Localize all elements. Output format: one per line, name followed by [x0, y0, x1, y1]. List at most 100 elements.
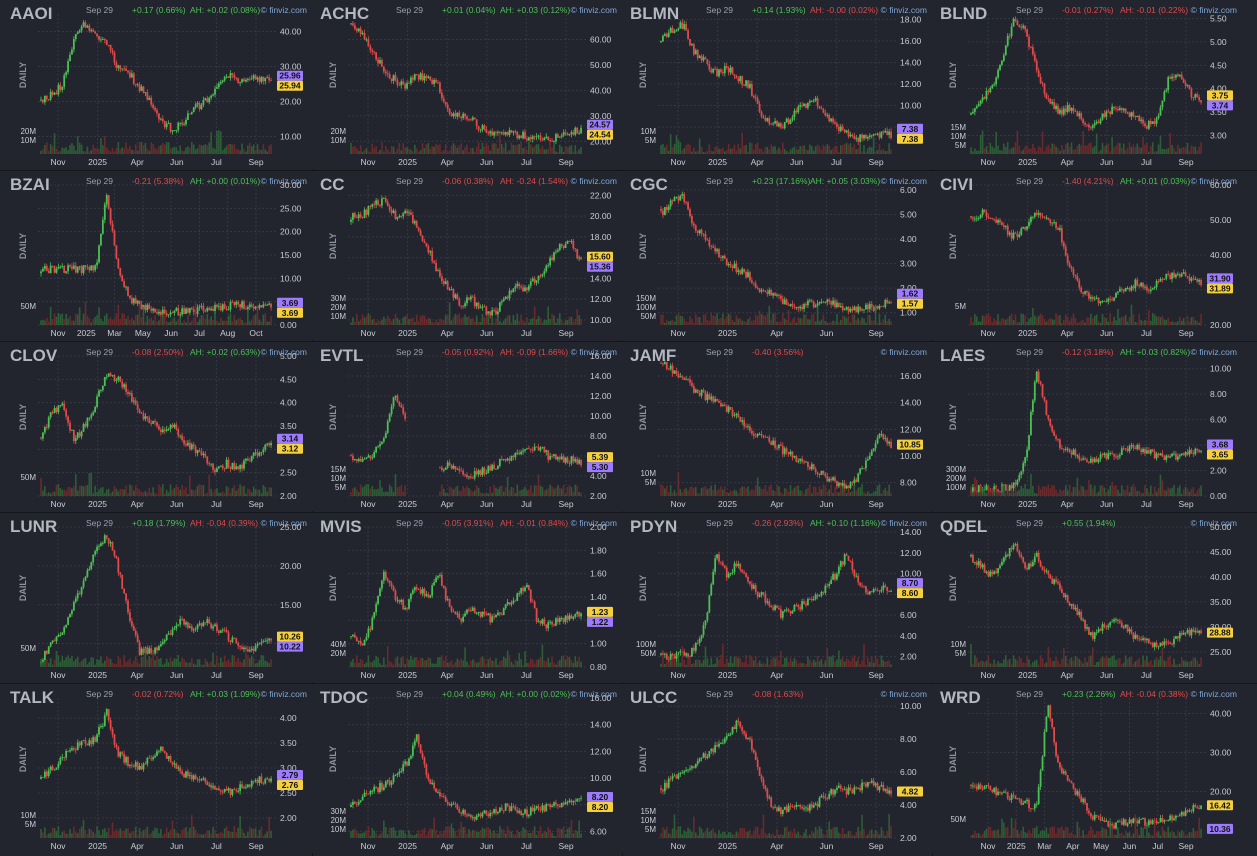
volume-bar — [733, 144, 736, 154]
volume-bar — [861, 151, 863, 154]
quote-date: Sep 29 — [1016, 176, 1043, 186]
volume-bar — [578, 491, 580, 496]
candle-body — [498, 302, 501, 312]
volume-bar — [666, 485, 668, 496]
volume-bar — [361, 314, 364, 325]
volume-bar — [460, 490, 462, 496]
chart-panel-lunr[interactable]: 25.0020.0015.0010.00Nov2025AprJunJulSep5… — [4, 513, 313, 682]
volume-bar — [214, 314, 216, 325]
ticker-symbol: BLMN — [630, 4, 679, 23]
volume-bar — [1113, 485, 1115, 496]
candle-body — [1113, 106, 1115, 109]
volume-bar — [884, 488, 887, 496]
volume-bar — [158, 658, 160, 667]
finviz-watermark: © finviz.com — [261, 176, 307, 186]
volume-bar — [1140, 320, 1142, 325]
candle-body — [749, 426, 751, 431]
candle-body — [1138, 285, 1141, 287]
candle-body — [115, 245, 118, 259]
candle-body — [888, 441, 891, 444]
volume-bar — [1070, 492, 1073, 496]
volume-bar — [1113, 316, 1115, 325]
candle-body — [779, 295, 782, 299]
volume-bar — [491, 315, 493, 325]
candle-body — [248, 304, 251, 308]
candle-body — [1045, 93, 1048, 99]
candle-body — [454, 294, 457, 298]
candle-body — [1051, 101, 1054, 104]
volume-bar — [185, 662, 187, 667]
volume-bar — [76, 656, 79, 667]
volume-bar — [421, 143, 424, 154]
y-tick-label: 22.00 — [590, 190, 612, 200]
volume-bar — [999, 150, 1001, 154]
candle-body — [107, 45, 110, 46]
volume-bar — [812, 486, 815, 496]
volume-bar — [148, 655, 151, 667]
candle-body — [105, 535, 108, 539]
volume-bar — [458, 491, 461, 496]
candle-body — [67, 416, 69, 423]
candle-body — [667, 32, 670, 37]
chart-panel-civi[interactable]: 60.0050.0040.0030.0020.00Nov2025AprJunJu… — [934, 171, 1243, 340]
candle-body — [716, 249, 718, 252]
chart-panel-aaoi[interactable]: 40.00 30.00 20.00 10.00 Nov 2025 Apr Jun Jul Sep 2… — [4, 0, 313, 169]
volume-bar — [225, 320, 228, 325]
volume-bar — [386, 491, 389, 496]
candle-body — [1064, 108, 1067, 112]
candle-body — [400, 216, 403, 217]
candle-body — [1076, 111, 1079, 117]
volume-bar — [495, 487, 497, 496]
volume-bar — [392, 319, 395, 325]
volume-bar — [1150, 146, 1152, 154]
chart-panel-laes[interactable]: 10.008.006.004.002.000.00Nov2025AprJunJu… — [934, 342, 1243, 511]
volume-bar — [1130, 486, 1133, 496]
volume-bar — [814, 146, 817, 154]
chart-panel-jamf[interactable]: 16.00 14.00 12.00 10.00 8.00 Nov 2025 Apr Jun Sep… — [624, 342, 933, 511]
candle-body — [566, 457, 569, 463]
candle-body — [853, 479, 856, 483]
chart-panel-cgc[interactable]: 6.00 5.00 4.00 3.00 2.00 1.00 Nov 2025 Apr Jun Sep… — [624, 171, 933, 340]
candle-body — [845, 485, 848, 489]
candle-body — [72, 429, 75, 442]
candle-body — [233, 302, 236, 305]
chart-panel-cc[interactable]: 22.0020.0018.0016.0014.0012.0010.00Nov20… — [314, 171, 623, 340]
volume-bar — [493, 143, 495, 154]
price-change: -0.01 (0.27%) — [1062, 5, 1114, 15]
volume-bar — [888, 143, 890, 154]
volume-bar — [1173, 148, 1175, 154]
candle-body — [1192, 97, 1195, 99]
candle-body — [539, 275, 542, 277]
candle-body — [778, 123, 780, 127]
volume-bar — [233, 314, 236, 325]
volume-bar — [1024, 315, 1026, 325]
volume-bar — [260, 493, 263, 496]
x-tick-label: Jun — [480, 157, 494, 167]
volume-bar — [415, 148, 418, 154]
chart-panel-blmn[interactable]: 18.0016.0014.0012.0010.008.00Nov2025AprJ… — [624, 0, 933, 169]
volume-bar — [662, 143, 664, 154]
candle-body — [406, 83, 408, 89]
chart-panel-blnd[interactable]: 5.50 5.00 4.50 4.00 3.50 3.00 Nov 2025 Apr Jun Jul… — [934, 0, 1243, 169]
volume-bar — [425, 319, 428, 325]
volume-bar — [1126, 321, 1129, 325]
candle-body — [1180, 273, 1183, 277]
volume-bar — [820, 319, 823, 325]
volume-bar — [1078, 490, 1081, 496]
volume-bar — [832, 492, 834, 496]
candle-body — [82, 22, 85, 27]
chart-panel-evtl[interactable]: 16.0014.0012.0010.008.006.004.002.00Nov2… — [314, 342, 623, 511]
candle-body — [49, 642, 52, 647]
candle-body — [1169, 274, 1172, 280]
candle-body — [789, 120, 792, 124]
candle-body — [677, 196, 680, 201]
candle-body — [260, 76, 263, 82]
chart-panel-clov[interactable]: 5.004.504.003.503.002.502.00Nov2025AprJu… — [4, 342, 313, 511]
candle-body — [429, 250, 432, 253]
chart-panel-achc[interactable]: 60.00 50.00 40.00 30.00 20.00 Nov 2025 Apr Jun Ju… — [314, 0, 623, 169]
candle-body — [101, 542, 104, 544]
chart-panel-bzai[interactable]: 30.0025.0020.0015.0010.005.000.00Nov2025… — [4, 171, 313, 340]
candle-body — [1099, 119, 1102, 124]
candle-body — [196, 624, 199, 629]
candle-body — [576, 127, 579, 134]
